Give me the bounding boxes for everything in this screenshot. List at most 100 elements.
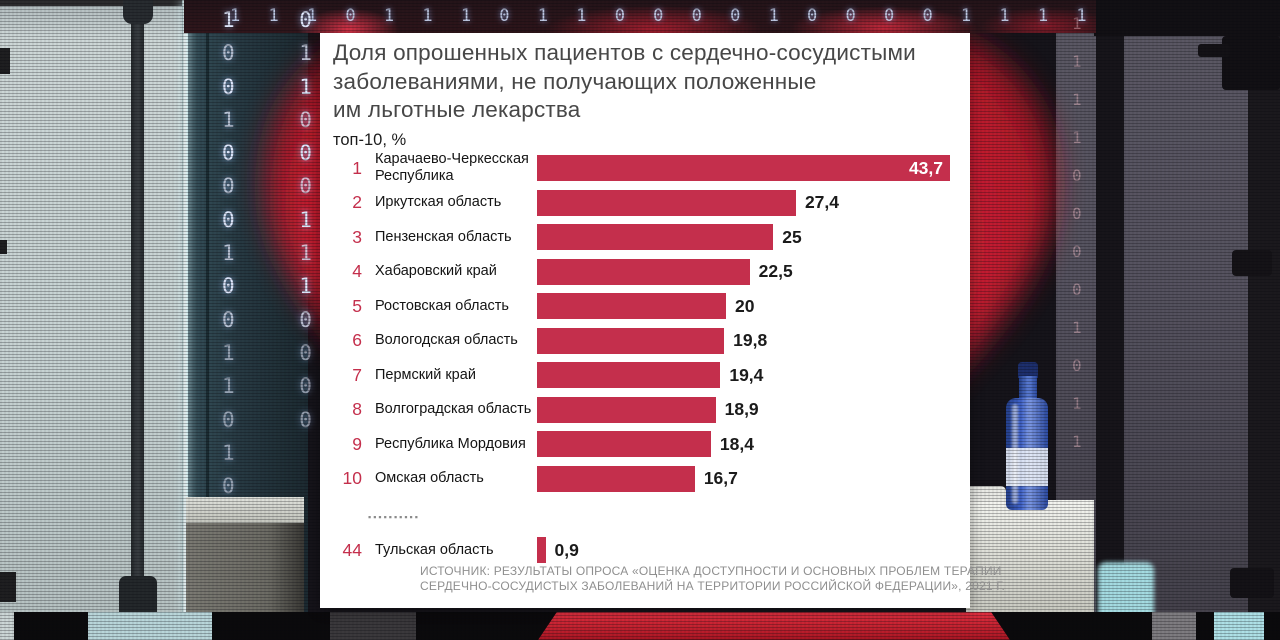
row-bar [537, 189, 796, 216]
wall-mark [0, 572, 16, 602]
row-value: 22,5 [758, 261, 793, 282]
chart-row: 5 Ростовская область 20 [320, 289, 970, 324]
led-top-strip: 1 1 1 0 1 1 1 0 1 1 0 0 0 0 1 0 0 0 0 1 … [184, 0, 1096, 33]
binary-digits-row: 0 0 [222, 307, 338, 332]
floor-panel [88, 612, 212, 640]
row-region-label: Иркутская область [375, 194, 502, 211]
chart-row: 2 Иркутская область 27,4 [320, 186, 970, 221]
binary-digit: 0 [1072, 356, 1082, 375]
bar-chart-rows: 1 Карачаево-Черкесская Республика 43,7 2 Ирк… [320, 151, 970, 496]
row-value: 18,9 [724, 399, 759, 420]
podium-top [186, 497, 304, 523]
row-region-label: Омская область [375, 470, 484, 487]
row-rank: 4 [352, 261, 362, 281]
chart-subtitle: топ-10, % [333, 131, 407, 149]
floor-panel [0, 612, 14, 640]
chart-row: 44 Тульская область 0,9 [320, 533, 970, 568]
chart-title-line: Доля опрошенных пациентов с сердечно-сос… [333, 40, 916, 65]
binary-digits-row: 0 1 [222, 274, 338, 299]
water-bottle-neck [1019, 376, 1037, 402]
binary-digit: 1 [1072, 394, 1082, 413]
floor-panel [1214, 612, 1264, 640]
floor-panel [330, 612, 416, 640]
row-bar [537, 224, 774, 251]
chart-row: 1 Карачаево-Черкесская Республика 43,7 [320, 151, 970, 186]
binary-digit: 1 [1072, 128, 1082, 147]
binary-digit: 1 [1072, 318, 1082, 337]
binary-digit: 0 [1072, 280, 1082, 299]
row-region-label: Волгоградская область [375, 401, 532, 418]
chart-row: 6 Вологодская область 19,8 [320, 324, 970, 359]
row-region-label: Хабаровский край [375, 263, 497, 280]
row-value: 0,9 [554, 539, 579, 560]
binary-digits-row: 0 [222, 474, 261, 499]
rank-gap-dots: ▪▪▪▪▪▪▪▪▪▪ [368, 512, 420, 522]
binary-digit: 0 [1072, 242, 1082, 261]
row-rank: 9 [352, 433, 362, 454]
row-value: 19,8 [733, 330, 768, 351]
floor-panel [1152, 612, 1196, 640]
dark-frame-bar [1248, 0, 1280, 612]
binary-digit: 1 [1072, 90, 1082, 109]
chart-row: 9 Республика Мордовия 18,4 [320, 427, 970, 462]
binary-digits-row: 1 0 [222, 8, 338, 32]
cup [964, 486, 1006, 502]
row-region-label: Ростовская область [375, 297, 509, 314]
binary-digit: 1 [1072, 14, 1082, 33]
binary-digits-row: 1 0 [222, 374, 338, 399]
stand-pole [131, 0, 144, 612]
binary-digit: 0 [1072, 166, 1082, 185]
binary-digits-row: 0 0 [222, 407, 338, 432]
row-rank: 6 [352, 330, 362, 350]
camera-rig-arm [1198, 44, 1230, 57]
water-bottle-cap [1018, 362, 1038, 378]
binary-digit: 1 [1072, 432, 1082, 451]
row-rank: 5 [352, 295, 362, 316]
heart-reflection [538, 612, 1010, 640]
stand-pole-top [123, 0, 153, 24]
wall-fixture [1230, 568, 1274, 598]
source-note-line: СЕРДЕЧНО-СОСУДИСТЫХ ЗАБОЛЕВАНИЙ НА ТЕРРИ… [420, 578, 1006, 593]
row-region-label: Республика Мордовия [375, 435, 526, 452]
row-value: 20 [735, 295, 755, 316]
binary-digits-top-row: 1 1 1 0 1 1 1 0 1 1 0 0 0 0 1 0 0 0 0 1 … [230, 6, 1096, 26]
row-region-label: Вологодская область [375, 332, 518, 349]
row-region-label: Карачаево-Черкесская Республика [375, 151, 529, 185]
row-bar: 43,7 [537, 155, 950, 182]
chart-title-line: им льготные лекарства [333, 97, 581, 122]
wall-fixture [1232, 250, 1272, 276]
row-rank: 2 [352, 192, 362, 212]
binary-digits-row: 1 1 [222, 241, 338, 266]
led-wall-top-edge [0, 0, 184, 6]
row-bar [537, 396, 716, 423]
row-bar [537, 293, 727, 320]
binary-digits-row: 1 [222, 440, 261, 465]
wall-mark [0, 240, 7, 254]
dark-frame-bar [1096, 0, 1124, 612]
row-rank: 3 [352, 226, 362, 247]
chart-row: 3 Пензенская область 25 [320, 220, 970, 255]
row-bar [537, 258, 750, 285]
binary-digits-row: 0 1 [222, 74, 338, 99]
row-region-label: Тульская область [375, 541, 494, 558]
glowing-edge-divider [182, 0, 188, 612]
row-rank: 44 [342, 539, 362, 560]
podium-body [186, 523, 304, 612]
chart-row: 4 Хабаровский край 22,5 [320, 255, 970, 290]
row-value: 19,4 [729, 364, 764, 385]
row-value: 18,4 [719, 433, 754, 454]
row-rank: 1 [352, 157, 362, 178]
row-bar [537, 362, 721, 389]
binary-digits-row: 0 0 [222, 174, 338, 199]
binary-digits-row: 0 1 [222, 41, 338, 66]
binary-digit: 1 [1072, 52, 1082, 71]
row-bar [537, 465, 695, 492]
row-value: 43,7 [908, 157, 943, 178]
binary-digit: 0 [1072, 204, 1082, 223]
row-value: 16,7 [703, 468, 738, 489]
row-bar [537, 431, 711, 458]
row-rank: 10 [342, 468, 362, 488]
row-rank: 7 [352, 364, 362, 385]
